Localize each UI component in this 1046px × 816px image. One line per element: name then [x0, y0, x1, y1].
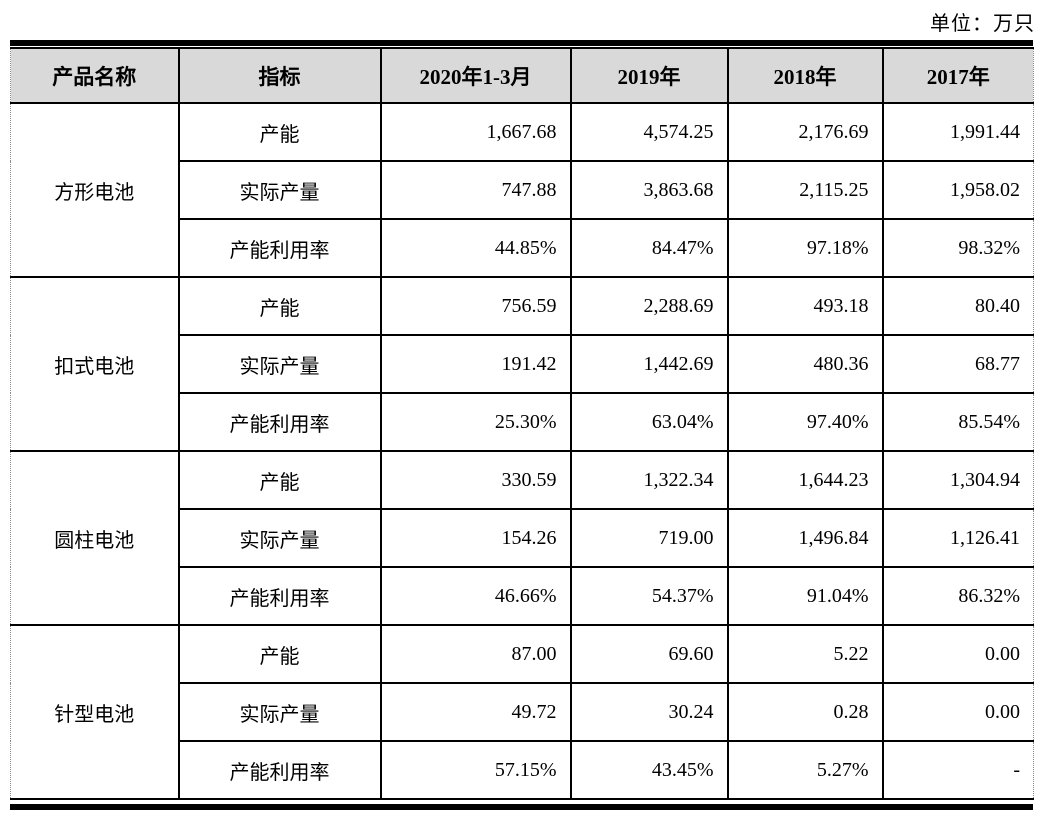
value-cell: 4,574.25 [569, 102, 729, 162]
table-row: 圆柱电池 产能 330.59 1,322.34 1,644.23 1,304.9… [10, 450, 1034, 626]
value-cell: 5.27% [726, 740, 884, 800]
value-cell: 330.59 [379, 450, 572, 510]
product-cell: 圆柱电池 [10, 450, 180, 626]
table-row: 扣式电池 产能 756.59 2,288.69 493.18 80.40 [10, 276, 1034, 452]
metric-cell: 产能 [177, 276, 382, 336]
unit-label: 单位：万只 [930, 13, 1035, 35]
table-row: 产能利用率 57.15% 43.45% 5.27% - [11, 740, 1034, 800]
value-cell: 54.37% [569, 566, 729, 626]
value-cell: 3,863.68 [569, 160, 729, 220]
product-cell: 扣式电池 [10, 276, 180, 452]
table-row: 实际产量 191.42 1,442.69 480.36 68.77 [11, 334, 1034, 394]
value-cell: 154.26 [379, 508, 572, 568]
value-cell: 0.00 [881, 682, 1034, 742]
table-row: 产能利用率 44.85% 84.47% 97.18% 98.32% [11, 218, 1034, 278]
value-cell: 1,442.69 [569, 334, 729, 394]
table-row: 产能利用率 46.66% 54.37% 91.04% 86.32% [11, 566, 1034, 626]
capacity-utilization-table: 产品名称 指标 2020年1-3月 2019年 2018年 2017年 方形电池… [10, 47, 1034, 800]
value-cell: 1,991.44 [881, 102, 1034, 162]
value-cell: 191.42 [379, 334, 572, 394]
value-cell: 57.15% [379, 740, 572, 800]
value-cell: 756.59 [379, 276, 572, 336]
table-row: 实际产量 154.26 719.00 1,496.84 1,126.41 [11, 508, 1034, 568]
metric-cell: 实际产量 [177, 334, 382, 394]
table-top-rule [10, 40, 1033, 46]
value-cell: 98.32% [881, 218, 1034, 278]
table-row: 实际产量 49.72 30.24 0.28 0.00 [11, 682, 1034, 742]
value-cell: 5.22 [726, 624, 884, 684]
table-bottom-rule [10, 804, 1033, 810]
capacity-table-block: 产品名称 指标 2020年1-3月 2019年 2018年 2017年 方形电池… [10, 40, 1034, 810]
metric-cell: 产能 [177, 102, 382, 162]
product-cell: 方形电池 [10, 102, 180, 278]
metric-cell: 产能利用率 [177, 218, 382, 278]
value-cell: 68.77 [881, 334, 1034, 394]
value-cell: 87.00 [379, 624, 572, 684]
metric-cell: 实际产量 [177, 160, 382, 220]
metric-cell: 产能 [177, 450, 382, 510]
value-cell: - [881, 740, 1034, 800]
table-row: 针型电池 产能 87.00 69.60 5.22 0.00 [10, 624, 1034, 800]
metric-cell: 产能 [177, 624, 382, 684]
value-cell: 25.30% [379, 392, 572, 452]
metric-cell: 产能利用率 [177, 392, 382, 452]
value-cell: 46.66% [379, 566, 572, 626]
value-cell: 69.60 [569, 624, 729, 684]
value-cell: 1,496.84 [726, 508, 884, 568]
col-header-metric: 指标 [177, 47, 382, 104]
value-cell: 1,304.94 [881, 450, 1034, 510]
col-header-product: 产品名称 [10, 47, 180, 104]
value-cell: 1,126.41 [881, 508, 1034, 568]
value-cell: 493.18 [726, 276, 884, 336]
value-cell: 1,958.02 [881, 160, 1034, 220]
value-cell: 1,644.23 [726, 450, 884, 510]
value-cell: 747.88 [379, 160, 572, 220]
value-cell: 80.40 [881, 276, 1034, 336]
col-header-2017: 2017年 [881, 47, 1034, 104]
value-cell: 480.36 [726, 334, 884, 394]
value-cell: 84.47% [569, 218, 729, 278]
value-cell: 86.32% [881, 566, 1034, 626]
value-cell: 1,322.34 [569, 450, 729, 510]
value-cell: 0.00 [881, 624, 1034, 684]
value-cell: 85.54% [881, 392, 1034, 452]
metric-cell: 产能利用率 [177, 740, 382, 800]
product-cell: 针型电池 [10, 624, 180, 800]
value-cell: 2,288.69 [569, 276, 729, 336]
col-header-2020q1: 2020年1-3月 [379, 47, 572, 104]
value-cell: 63.04% [569, 392, 729, 452]
value-cell: 43.45% [569, 740, 729, 800]
value-cell: 49.72 [379, 682, 572, 742]
value-cell: 719.00 [569, 508, 729, 568]
col-header-2018: 2018年 [726, 47, 884, 104]
value-cell: 2,115.25 [726, 160, 884, 220]
value-cell: 1,667.68 [379, 102, 572, 162]
table-row: 方形电池 产能 1,667.68 4,574.25 2,176.69 1,991… [10, 102, 1034, 278]
value-cell: 97.40% [726, 392, 884, 452]
value-cell: 91.04% [726, 566, 884, 626]
value-cell: 2,176.69 [726, 102, 884, 162]
table-row: 产能利用率 25.30% 63.04% 97.40% 85.54% [11, 392, 1034, 452]
value-cell: 97.18% [726, 218, 884, 278]
metric-cell: 实际产量 [177, 682, 382, 742]
metric-cell: 实际产量 [177, 508, 382, 568]
header-row: 产品名称 指标 2020年1-3月 2019年 2018年 2017年 [10, 47, 1034, 104]
col-header-2019: 2019年 [569, 47, 729, 104]
value-cell: 30.24 [569, 682, 729, 742]
table-row: 实际产量 747.88 3,863.68 2,115.25 1,958.02 [11, 160, 1034, 220]
metric-cell: 产能利用率 [177, 566, 382, 626]
value-cell: 0.28 [726, 682, 884, 742]
value-cell: 44.85% [379, 218, 572, 278]
